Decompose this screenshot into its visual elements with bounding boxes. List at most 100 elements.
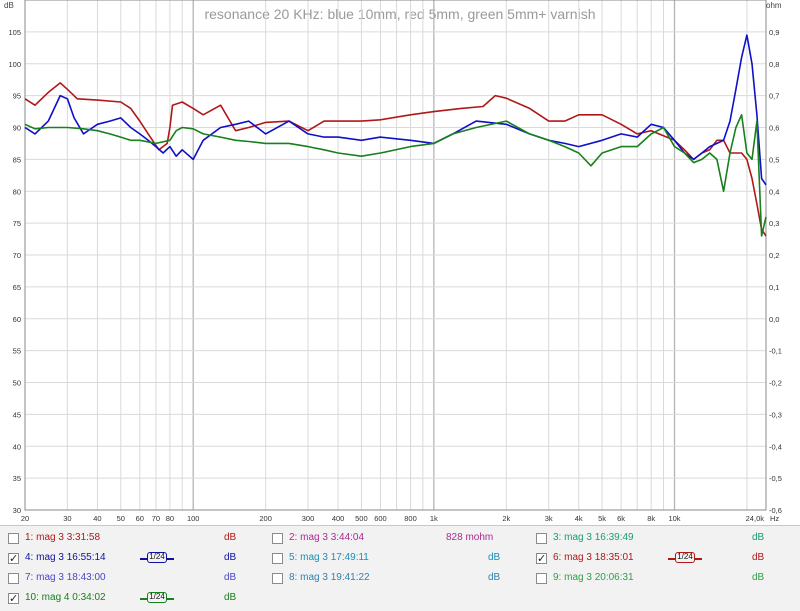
y-tick-label: 70 [13,251,21,260]
y2-tick-label: 0,7 [769,92,779,101]
series-line [24,34,767,186]
chart-title: resonance 20 KHz: blue 10mm, red 5mm, gr… [204,6,595,22]
legend-item[interactable]: 1: mag 3 3:31:58 dB [8,531,258,549]
y2-tick-label: 0,6 [769,124,779,133]
legend-item[interactable]: 2: mag 3 3:44:04 828 mohm [272,531,522,549]
x-tick-label: 10k [668,514,680,523]
y2-tick-label: -0,5 [769,474,782,483]
y-tick-label: 105 [8,28,21,37]
smoothing-badge[interactable]: 1/24 [140,552,174,564]
legend-unit: dB [488,552,501,563]
smoothing-line-left [668,558,675,560]
legend-label: 5: mag 3 17:49:11 [289,552,369,563]
y2-tick-label: 0,8 [769,60,779,69]
x-tick-label: 20 [21,514,29,523]
legend-item[interactable]: ✓ 10: mag 4 0:34:02 1/24 dB [8,591,258,609]
legend-label: 8: mag 3 19:41:22 [289,572,370,583]
x-tick-label: 70 [152,514,160,523]
y-tick-label: 45 [13,410,21,419]
legend-item[interactable]: 5: mag 3 17:49:11 dB [272,551,522,569]
x-tick-label: 600 [374,514,387,523]
legend-label: 4: mag 3 16:55:14 [25,552,106,563]
legend-unit: dB [488,572,501,583]
x-tick-label: 6k [617,514,625,523]
y-tick-label: 90 [13,124,21,133]
y2-tick-label: 0,5 [769,155,779,164]
trace-checkbox[interactable]: ✓ [8,592,19,605]
legend-item[interactable]: ✓ 6: mag 3 18:35:01 1/24 dB [536,551,786,569]
y-tick-label: 30 [13,506,21,515]
y-tick-label: 60 [13,315,21,324]
x-tick-label: 40 [93,514,101,523]
plot-frame [24,0,767,511]
x-tick-label: 60 [136,514,144,523]
legend-label: 1: mag 3 3:31:58 [25,532,101,543]
trace-checkbox[interactable]: ✓ [8,552,19,565]
x-axis-unit: Hz [770,514,779,523]
y-tick-label: 80 [13,187,21,196]
trace-checkbox[interactable] [272,553,283,564]
x-tick-label: 30 [63,514,71,523]
series-line [24,82,767,237]
y-tick-label: 40 [13,442,21,451]
legend-unit: dB [224,532,237,543]
left-axis-unit: dB [4,1,14,10]
y-tick-label: 85 [13,155,21,164]
legend-item[interactable]: 8: mag 3 19:41:22 dB [272,571,522,589]
x-tick-label: 500 [355,514,368,523]
y-tick-label: 75 [13,219,21,228]
legend-label: 9: mag 3 20:06:31 [553,572,634,583]
legend-item[interactable]: 7: mag 3 18:43:00 dB [8,571,258,589]
y2-tick-label: 0,0 [769,315,779,324]
smoothing-badge[interactable]: 1/24 [668,552,702,564]
x-axis-ticks: 20 30 40 50 60 70 80 100 200 300 400 500 600 800 1k 2k 3… [21,514,780,523]
frequency-response-chart: resonance 20 KHz: blue 10mm, red 5mm, gr… [4,0,782,523]
trace-checkbox[interactable] [536,533,547,544]
legend-label: 3: mag 3 16:39:49 [553,532,634,543]
y2-tick-label: 0,2 [769,251,779,260]
legend-unit: dB [752,572,765,583]
y2-tick-label: -0,4 [769,442,782,451]
trace-checkbox[interactable] [272,573,283,584]
legend-label: 7: mag 3 18:43:00 [25,572,106,583]
x-tick-label: 5k [598,514,606,523]
legend-label: 2: mag 3 3:44:04 [289,532,365,543]
trace-checkbox[interactable] [536,573,547,584]
legend-label: 6: mag 3 18:35:01 [553,552,634,563]
x-tick-label: 800 [404,514,417,523]
smoothing-line-right [167,558,174,560]
y-tick-label: 35 [13,474,21,483]
y-tick-label: 65 [13,283,21,292]
legend-item[interactable]: 9: mag 3 20:06:31 dB [536,571,786,589]
smoothing-label: 1/24 [147,552,167,563]
x-tick-label: 2k [502,514,510,523]
x-tick-label: 4k [575,514,583,523]
legend-unit: dB [752,552,765,563]
trace-legend: 1: mag 3 3:31:58 dB 2: mag 3 3:44:04 828 mo… [0,525,800,611]
smoothing-badge[interactable]: 1/24 [140,592,174,604]
trace-checkbox[interactable]: ✓ [536,552,547,565]
smoothing-label: 1/24 [675,552,695,563]
trace-checkbox[interactable] [8,533,19,544]
legend-label: 10: mag 4 0:34:02 [25,592,106,603]
y2-tick-label: 0,4 [769,187,779,196]
smoothing-line-left [140,598,147,600]
trace-checkbox[interactable] [8,573,19,584]
x-tick-label: 8k [647,514,655,523]
legend-unit: dB [224,552,237,563]
legend-item[interactable]: 3: mag 3 16:39:49 dB [536,531,786,549]
x-tick-label: 80 [166,514,174,523]
smoothing-label: 1/24 [147,592,167,603]
y2-axis-ticks: 0,9 0,8 0,7 0,6 0,5 0,4 0,3 0,2 0,1 0,0 -0,1 -0,2 -0… [769,28,782,515]
smoothing-line-right [167,598,174,600]
y-tick-label: 100 [8,60,21,69]
legend-unit: 828 mohm [446,532,494,543]
trace-checkbox[interactable] [272,533,283,544]
y-axis-ticks: 105 100 95 90 85 80 75 70 65 60 55 50 45 40 35 30 [8,28,21,515]
legend-unit: dB [224,572,237,583]
x-tick-label: 1k [430,514,438,523]
legend-item[interactable]: ✓ 4: mag 3 16:55:14 1/24 dB [8,551,258,569]
grid [25,0,766,510]
y2-tick-label: -0,6 [769,506,782,515]
y2-tick-label: 0,1 [769,283,779,292]
